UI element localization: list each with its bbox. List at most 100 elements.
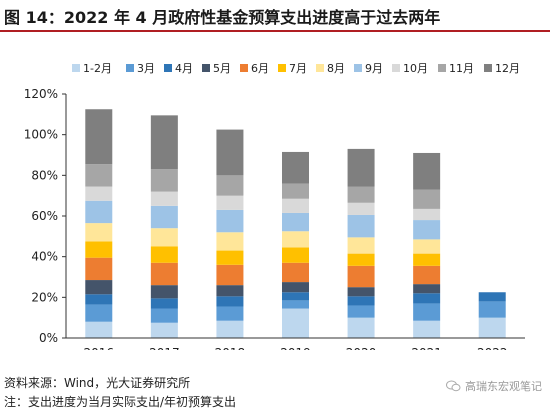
bar-segment-2021-9月	[413, 220, 441, 240]
bar-segment-2020-1-2月	[347, 317, 375, 338]
x-tick-label: 2018	[215, 346, 246, 350]
y-tick-label: 20%	[31, 290, 58, 304]
bar-segment-2022-1-2月	[478, 317, 506, 338]
bar-segment-2021-5月	[413, 284, 441, 294]
title-divider	[0, 30, 550, 32]
bar-segment-2017-12月	[150, 115, 178, 170]
y-tick-label: 0%	[39, 331, 58, 345]
bar-segment-2019-8月	[282, 231, 309, 248]
bar-segment-2021-6月	[413, 265, 441, 285]
legend-swatch-1	[126, 64, 134, 72]
bar-segment-2019-12月	[282, 151, 309, 184]
legend-label-4: 6月	[251, 62, 269, 75]
bar-segment-2022-3月	[478, 301, 506, 318]
bar-segment-2019-10月	[282, 198, 309, 213]
x-tick-label: 2017	[149, 346, 180, 350]
bar-segment-2019-11月	[282, 183, 309, 199]
source-text: 资料来源：Wind，光大证券研究所	[4, 376, 191, 390]
stacked-bar-chart: 1-2月 3月 4月 5月 6月 7月 8月 9月 10月 11月 12月 0% 20% 40% 60% 8…	[24, 62, 525, 350]
x-tick-label: 2021	[411, 346, 442, 350]
bar-segment-2020-8月	[347, 237, 375, 254]
y-tick-label: 80%	[31, 168, 58, 182]
legend-label-0: 1-2月	[83, 62, 112, 75]
legend-label-6: 8月	[327, 62, 345, 75]
legend-swatch-3	[202, 64, 210, 72]
wechat-icon	[446, 380, 461, 392]
bar-segment-2019-7月	[282, 247, 309, 263]
bar-segment-2019-4月	[282, 292, 309, 301]
y-tick-label: 100%	[24, 128, 58, 142]
bar-segment-2017-8月	[150, 228, 178, 247]
bar-segment-2018-10月	[216, 195, 244, 210]
legend-swatch-4	[240, 64, 248, 72]
bar-segment-2017-9月	[150, 205, 178, 229]
bar-segment-2020-11月	[347, 186, 375, 203]
bar-segment-2021-11月	[413, 189, 441, 209]
bar-segment-2018-4月	[216, 296, 244, 307]
watermark: 高瑞东宏观笔记	[446, 378, 542, 394]
bar-segment-2021-4月	[413, 293, 441, 304]
legend-label-9: 11月	[449, 62, 474, 75]
bar-segment-2020-12月	[347, 148, 375, 187]
y-tick-label: 60%	[31, 209, 58, 223]
bar-segment-2016-10月	[85, 186, 113, 201]
bar-segment-2021-8月	[413, 239, 441, 254]
bar-stacks	[85, 109, 506, 338]
bar-segment-2020-6月	[347, 265, 375, 288]
legend-label-5: 7月	[289, 62, 307, 75]
bar-segment-2016-1-2月	[85, 321, 113, 338]
bar-segment-2016-9月	[85, 200, 113, 224]
legend-label-10: 12月	[495, 62, 520, 75]
bar-segment-2016-5月	[85, 280, 113, 295]
bar-segment-2020-10月	[347, 202, 375, 215]
legend-swatch-2	[164, 64, 172, 72]
bar-segment-2021-7月	[413, 253, 441, 266]
bar-segment-2016-4月	[85, 294, 113, 305]
bar-segment-2017-3月	[150, 308, 178, 323]
bar-segment-2020-4月	[347, 296, 375, 306]
bar-segment-2020-7月	[347, 253, 375, 266]
bar-segment-2018-11月	[216, 175, 244, 196]
bar-segment-2021-1-2月	[413, 320, 441, 338]
legend-label-8: 10月	[403, 62, 428, 75]
legend-swatch-6	[316, 64, 324, 72]
bar-segment-2018-1-2月	[216, 320, 244, 338]
bar-segment-2019-3月	[282, 300, 309, 309]
bar-segment-2016-12月	[85, 109, 113, 165]
legend-label-2: 4月	[175, 62, 193, 75]
legend-swatch-8	[392, 64, 400, 72]
legend-swatch-0	[72, 64, 80, 72]
bar-segment-2016-11月	[85, 164, 113, 187]
legend-swatch-10	[484, 64, 492, 72]
bar-segment-2020-9月	[347, 214, 375, 238]
y-axis: 0% 20% 40% 60% 80% 100% 120%	[24, 87, 67, 345]
bar-segment-2019-6月	[282, 262, 309, 283]
note-text: 注：支出进度为当月实际支出/年初预算支出	[4, 395, 237, 409]
bar-segment-2021-10月	[413, 208, 441, 221]
bar-segment-2022-4月	[478, 292, 506, 302]
bar-segment-2020-3月	[347, 305, 375, 318]
legend-label-7: 9月	[365, 62, 383, 75]
bar-segment-2021-3月	[413, 303, 441, 321]
x-tick-label: 2022	[477, 346, 508, 350]
y-tick-label: 120%	[24, 87, 58, 101]
bar-segment-2017-10月	[150, 191, 178, 206]
x-tick-label: 2016	[84, 346, 115, 350]
chart-legend: 1-2月 3月 4月 5月 6月 7月 8月 9月 10月 11月 12月	[72, 62, 520, 75]
bar-segment-2018-7月	[216, 250, 244, 265]
bar-segment-2016-6月	[85, 257, 113, 281]
bar-segment-2019-1-2月	[282, 308, 309, 338]
bar-segment-2018-5月	[216, 285, 244, 297]
legend-swatch-7	[354, 64, 362, 72]
legend-label-3: 5月	[213, 62, 231, 75]
bar-segment-2017-7月	[150, 246, 178, 263]
bar-segment-2019-5月	[282, 282, 309, 293]
bar-segment-2018-9月	[216, 209, 244, 233]
bar-segment-2018-8月	[216, 232, 244, 251]
bar-segment-2018-6月	[216, 264, 244, 286]
bar-segment-2018-12月	[216, 129, 244, 176]
bar-segment-2019-9月	[282, 212, 309, 232]
bar-segment-2016-8月	[85, 223, 113, 242]
bar-segment-2021-12月	[413, 152, 441, 190]
